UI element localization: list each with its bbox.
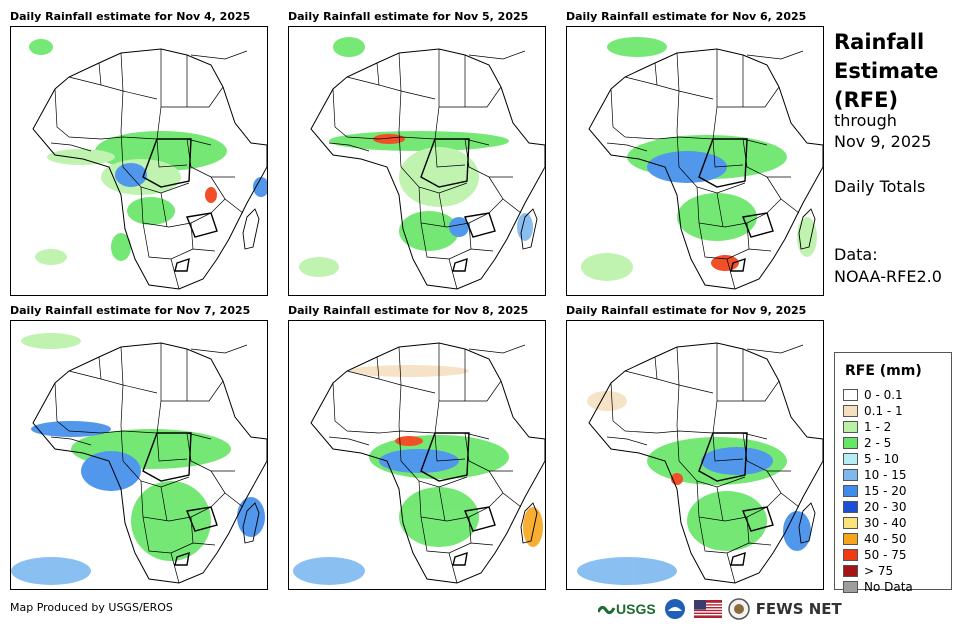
- panel-title: Daily Rainfall estimate for Nov 4, 2025: [10, 10, 251, 23]
- usgs-logo: USGS: [598, 601, 656, 617]
- legend-swatch: [843, 581, 858, 593]
- legend-swatch: [843, 533, 858, 545]
- through-label: through: [834, 111, 897, 130]
- legend-label: 30 - 40: [864, 516, 907, 530]
- fews-net-logo: FEWS NET: [755, 600, 842, 618]
- legend-swatch: [843, 469, 858, 481]
- legend-item: No Data: [843, 579, 913, 595]
- legend-swatch: [843, 517, 858, 529]
- legend-swatch: [843, 501, 858, 513]
- legend-label: 15 - 20: [864, 484, 907, 498]
- map-credit: Map Produced by USGS/EROS: [10, 601, 173, 614]
- rainfall-pattern: [299, 37, 533, 277]
- legend: RFE (mm) 0 - 0.1 0.1 - 1 1 - 2 2 - 5 5 -…: [834, 352, 952, 594]
- rainfall-pattern: [577, 391, 811, 585]
- rainfall-map: [10, 320, 268, 590]
- legend-item: 10 - 15: [843, 467, 907, 483]
- footer-logos: USGS FEWS NET: [598, 596, 842, 622]
- legend-swatch: [843, 485, 858, 497]
- legend-label: 5 - 10: [864, 452, 899, 466]
- legend-swatch: [843, 389, 858, 401]
- legend-label: 2 - 5: [864, 436, 892, 450]
- legend-label: No Data: [864, 580, 913, 594]
- legend-swatch: [843, 453, 858, 465]
- legend-item: 5 - 10: [843, 451, 899, 467]
- title-line: Rainfall: [834, 30, 925, 54]
- legend-item: 2 - 5: [843, 435, 891, 451]
- legend-item: 20 - 30: [843, 499, 907, 515]
- usgs-logo-text: USGS: [616, 601, 656, 617]
- through-date: Nov 9, 2025: [834, 132, 932, 151]
- legend-swatch: [843, 405, 858, 417]
- legend-label: 20 - 30: [864, 500, 907, 514]
- us-flag-icon: [693, 600, 722, 618]
- data-label: Data:: [834, 245, 878, 264]
- legend-label: 50 - 75: [864, 548, 907, 562]
- panel-title: Daily Rainfall estimate for Nov 6, 2025: [566, 10, 807, 23]
- rainfall-pattern: [29, 39, 267, 265]
- legend-item: 40 - 50: [843, 531, 907, 547]
- title-line: Estimate: [834, 59, 939, 83]
- legend-label: 0 - 0.1: [864, 388, 903, 402]
- legend-item: 30 - 40: [843, 515, 907, 531]
- legend-label: 1 - 2: [864, 420, 892, 434]
- panel-title: Daily Rainfall estimate for Nov 5, 2025: [288, 10, 529, 23]
- usgs-wave-icon: [598, 605, 616, 615]
- legend-item: 0.1 - 1: [843, 403, 903, 419]
- rainfall-pattern: [293, 365, 543, 585]
- data-source: NOAA-RFE2.0: [834, 267, 942, 286]
- legend-label: 40 - 50: [864, 532, 907, 546]
- legend-swatch: [843, 565, 858, 577]
- rainfall-map: [566, 26, 824, 296]
- rainfall-pattern: [11, 333, 265, 585]
- title-line: (RFE): [834, 88, 899, 112]
- sidebar-title: Rainfall Estimate (RFE): [834, 28, 938, 115]
- legend-item: 15 - 20: [843, 483, 907, 499]
- legend-item: > 75: [843, 563, 893, 579]
- panel-title: Daily Rainfall estimate for Nov 7, 2025: [10, 304, 251, 317]
- legend-item: 50 - 75: [843, 547, 907, 563]
- legend-swatch: [843, 437, 858, 449]
- panel-title: Daily Rainfall estimate for Nov 9, 2025: [566, 304, 807, 317]
- rainfall-map: [10, 26, 268, 296]
- legend-swatch: [843, 421, 858, 433]
- state-dept-seal-icon: [727, 598, 750, 620]
- panel-title: Daily Rainfall estimate for Nov 8, 2025: [288, 304, 529, 317]
- legend-label: > 75: [864, 564, 894, 578]
- legend-swatch: [843, 549, 858, 561]
- rainfall-map: [288, 320, 546, 590]
- totals-label: Daily Totals: [834, 177, 926, 196]
- legend-item: 0 - 0.1: [843, 387, 903, 403]
- legend-label: 0.1 - 1: [864, 404, 903, 418]
- legend-title: RFE (mm): [845, 363, 922, 379]
- noaa-logo-icon: [664, 599, 685, 619]
- rainfall-map: [566, 320, 824, 590]
- rainfall-map: [288, 26, 546, 296]
- legend-item: 1 - 2: [843, 419, 891, 435]
- legend-label: 10 - 15: [864, 468, 907, 482]
